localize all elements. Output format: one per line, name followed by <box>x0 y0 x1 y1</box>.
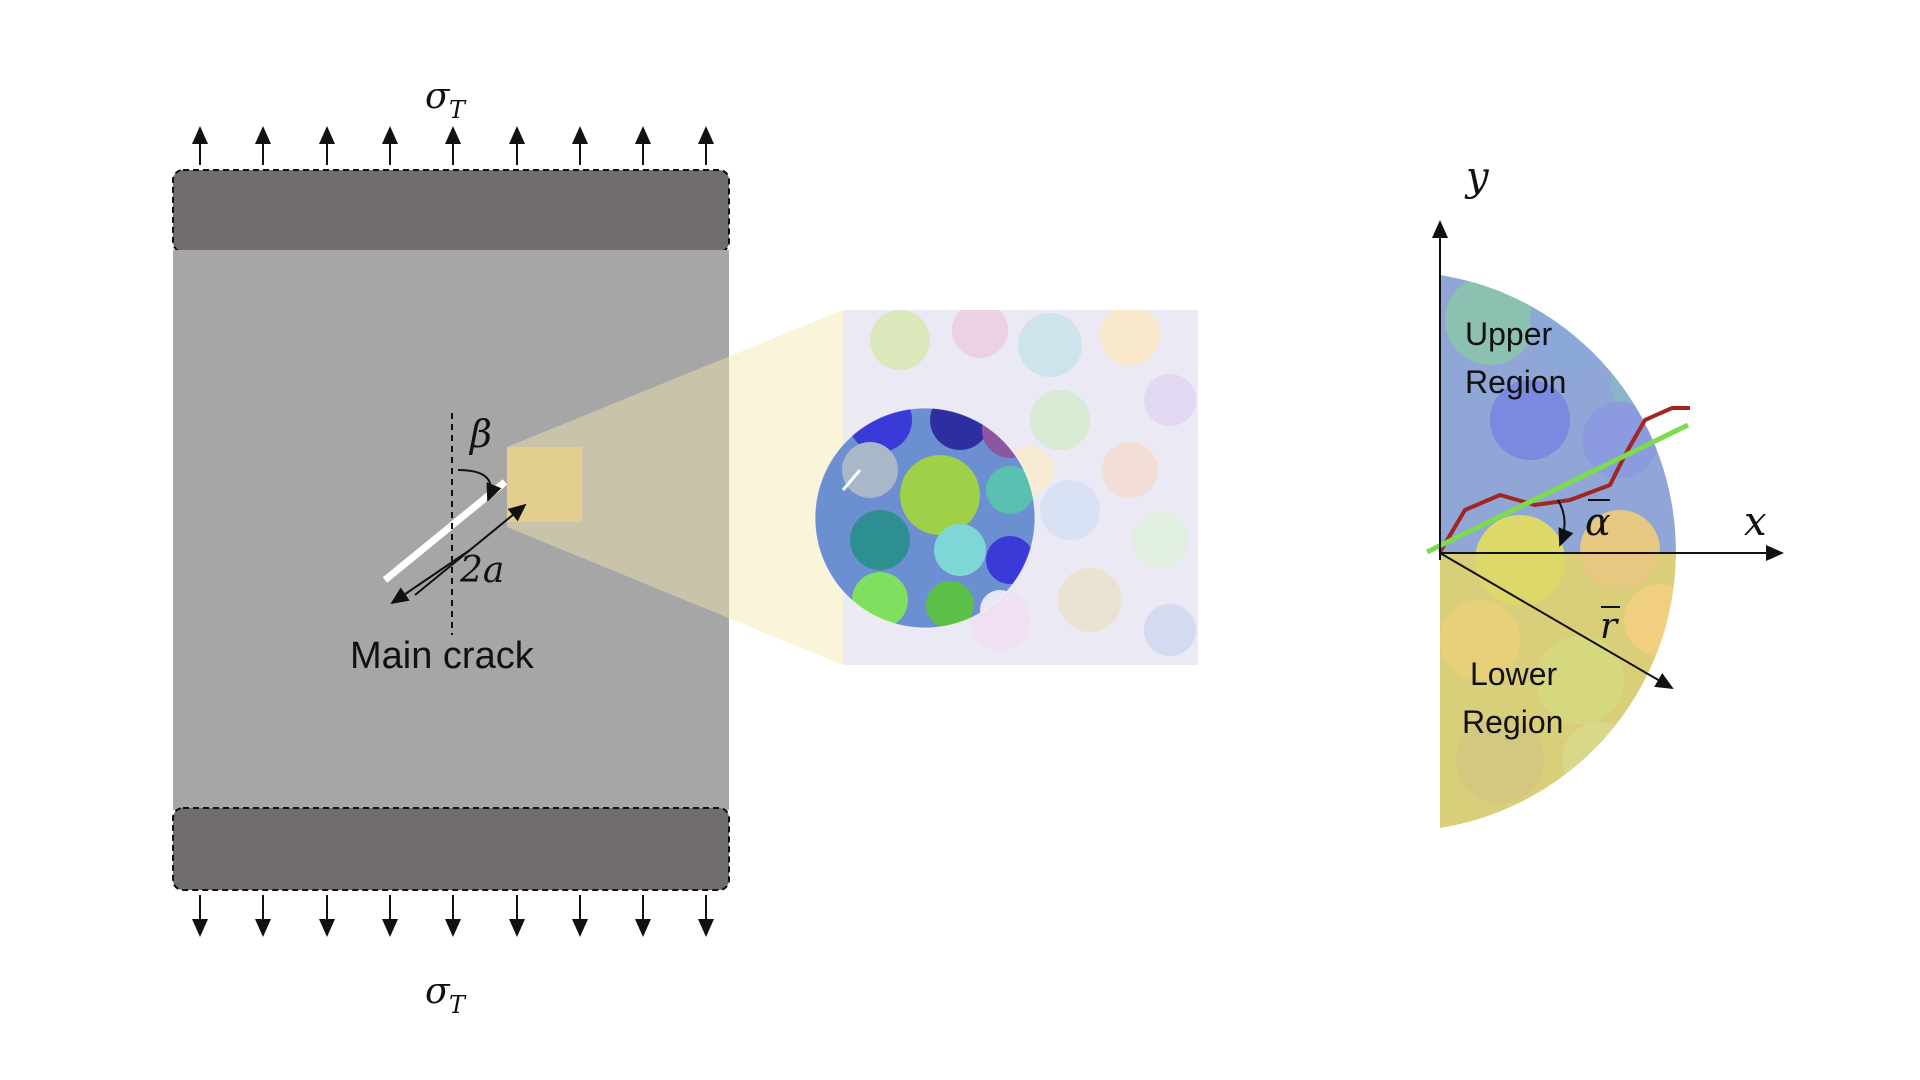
bottom-stress-arrows <box>192 895 714 937</box>
y-axis-label: y <box>1464 154 1490 200</box>
lower-region-label-line2: Region <box>1462 704 1563 740</box>
stress-bottom-subscript: T <box>449 991 467 1019</box>
alpha-label: α <box>1585 500 1611 544</box>
stress-top-subscript: T <box>449 96 467 124</box>
beta-angle-arc <box>457 469 502 502</box>
crack-path <box>1438 406 1690 554</box>
bottom-grip <box>172 807 730 891</box>
specimen-panel: σ T σ T β 2a Main crack <box>172 76 843 1019</box>
microcrack <box>841 469 862 491</box>
radius-label: r <box>1600 606 1619 647</box>
main-crack-label: Main crack <box>350 635 535 677</box>
microstructure-circle-outline <box>814 407 1036 629</box>
zoom-projection <box>507 310 843 665</box>
crack-tip-coordinate-panel: y x α r Upper Region Lower Region <box>1425 154 1784 828</box>
main-crack <box>382 479 508 583</box>
alpha-angle-arc <box>1557 499 1574 547</box>
stress-bottom-symbol: σ <box>425 971 451 1012</box>
upper-region-label-line1: Upper <box>1465 316 1553 352</box>
top-grip <box>172 169 730 253</box>
lower-region-label-line1: Lower <box>1470 656 1558 692</box>
x-axis-label: x <box>1744 499 1767 545</box>
beta-label: β <box>468 412 492 456</box>
stress-top-symbol: σ <box>425 76 451 117</box>
upper-region-label-line2: Region <box>1465 364 1566 400</box>
top-stress-arrows <box>192 126 714 165</box>
microstructure-zoom <box>814 310 1198 665</box>
radius-arrow <box>1439 552 1674 690</box>
crack-length-label: 2a <box>459 550 504 591</box>
crack-length-arrow-back <box>390 549 471 605</box>
mean-crack-line <box>1425 422 1690 555</box>
